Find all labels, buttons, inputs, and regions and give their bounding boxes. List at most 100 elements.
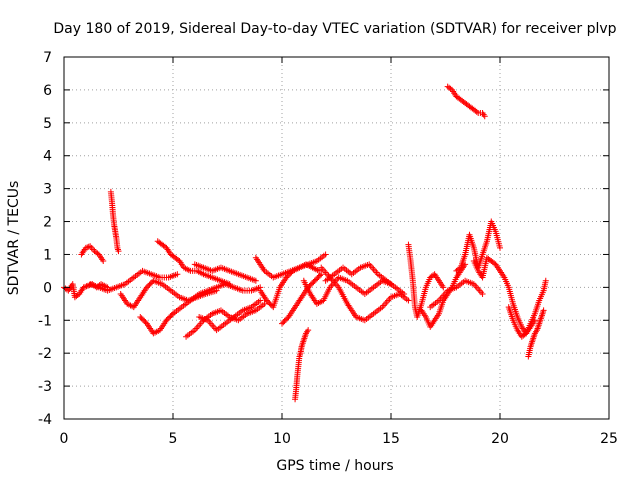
data-point xyxy=(164,315,171,322)
series-arc-4 xyxy=(87,267,181,294)
series-arc-1 xyxy=(61,281,111,301)
data-points xyxy=(61,83,549,403)
data-point xyxy=(83,283,90,290)
x-tick-label: 20 xyxy=(491,431,509,447)
data-point xyxy=(163,317,170,324)
data-point xyxy=(168,312,175,319)
series-arc-21 xyxy=(427,277,486,311)
series-arc-11 xyxy=(191,261,259,284)
series-arc-17 xyxy=(318,264,412,324)
data-point xyxy=(430,272,437,279)
data-point xyxy=(491,260,498,267)
plot-frame xyxy=(63,56,610,420)
y-tick-label: 4 xyxy=(43,149,52,165)
axis-ticks: 0 5 10 15 20 25 -4 -3 -2 -1 0 1 2 3 4 5 6 7 xyxy=(38,50,618,447)
data-point xyxy=(316,267,323,274)
data-point xyxy=(100,258,107,265)
data-point xyxy=(440,284,447,291)
data-point xyxy=(281,317,288,324)
data-point xyxy=(143,284,150,291)
y-tick-label: -3 xyxy=(38,379,52,395)
data-point xyxy=(137,313,144,320)
data-point xyxy=(313,276,320,283)
y-tick-label: 2 xyxy=(43,215,52,231)
x-tick-label: 5 xyxy=(169,431,178,447)
data-point xyxy=(447,85,454,92)
data-point xyxy=(315,273,322,280)
data-point xyxy=(279,320,285,327)
data-point xyxy=(318,271,325,278)
y-tick-label: 5 xyxy=(43,116,52,132)
data-point xyxy=(497,244,503,251)
series-arc-7 xyxy=(154,238,233,288)
data-point xyxy=(282,316,289,323)
y-tick-label: -1 xyxy=(38,313,52,329)
series-arc-15 xyxy=(292,327,312,403)
data-point xyxy=(540,307,547,314)
data-point xyxy=(405,297,412,304)
data-point xyxy=(257,297,264,304)
data-point xyxy=(521,331,528,338)
data-point xyxy=(82,244,89,251)
data-point xyxy=(284,273,291,280)
data-point xyxy=(481,113,488,120)
data-point xyxy=(305,327,312,334)
data-point xyxy=(283,274,290,281)
data-point xyxy=(266,300,273,307)
chart-title: Day 180 of 2019, Sidereal Day-to-day VTE… xyxy=(53,21,616,37)
data-point xyxy=(167,313,174,320)
series-arc-22 xyxy=(444,83,488,120)
data-point xyxy=(162,243,169,250)
series-arc-3 xyxy=(107,188,122,255)
data-point xyxy=(261,300,268,307)
series-arc-25 xyxy=(505,277,549,340)
x-tick-label: 25 xyxy=(600,431,618,447)
data-point xyxy=(74,292,81,299)
data-point xyxy=(145,283,152,290)
data-point xyxy=(263,297,270,304)
data-point xyxy=(309,280,316,287)
y-tick-label: 3 xyxy=(43,182,52,198)
data-point xyxy=(479,290,486,297)
data-point xyxy=(322,251,329,258)
data-point xyxy=(316,272,323,279)
data-point xyxy=(80,284,87,291)
data-point xyxy=(175,256,182,263)
x-tick-label: 15 xyxy=(382,431,400,447)
series-arc-24 xyxy=(470,254,538,337)
x-tick-label: 0 xyxy=(60,431,69,447)
y-tick-label: 1 xyxy=(43,247,52,263)
data-point xyxy=(94,250,101,257)
data-point xyxy=(310,279,317,286)
data-point xyxy=(84,244,91,251)
data-point xyxy=(314,275,321,282)
data-point xyxy=(174,271,181,278)
data-point xyxy=(85,243,92,250)
data-point xyxy=(82,283,89,290)
data-point xyxy=(287,270,294,277)
data-point xyxy=(311,277,318,284)
data-point xyxy=(473,108,480,115)
data-point xyxy=(542,277,549,284)
y-tick-label: -2 xyxy=(38,346,52,362)
data-point xyxy=(139,316,146,323)
y-tick-label: 7 xyxy=(43,50,52,66)
series-arc-13 xyxy=(257,261,323,311)
data-point xyxy=(265,298,272,305)
data-point xyxy=(115,248,122,255)
series-arc-6 xyxy=(137,310,176,337)
series-arc-26 xyxy=(525,307,547,360)
data-point xyxy=(141,317,148,324)
y-tick-label: 6 xyxy=(43,83,52,99)
data-point xyxy=(166,314,173,321)
x-axis-label: GPS time / hours xyxy=(276,458,393,474)
series-arc-8 xyxy=(170,281,264,317)
series-arc-23 xyxy=(453,218,503,274)
data-point xyxy=(138,315,145,322)
y-axis-label: SDTVAR / TECUs xyxy=(6,181,22,296)
data-point xyxy=(252,277,259,284)
y-tick-label: -4 xyxy=(38,412,52,428)
data-point xyxy=(280,319,287,326)
grid-lines xyxy=(64,57,609,419)
